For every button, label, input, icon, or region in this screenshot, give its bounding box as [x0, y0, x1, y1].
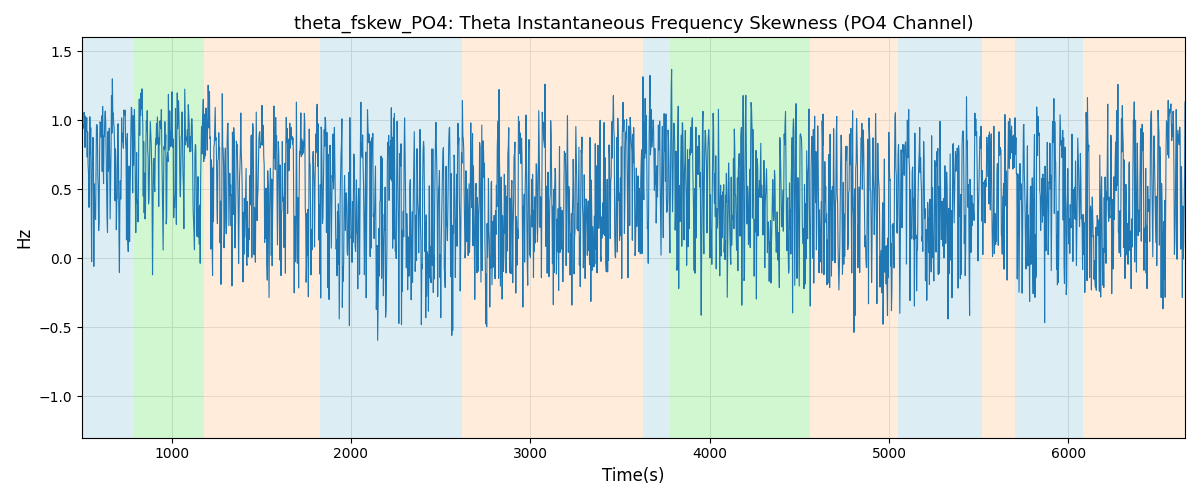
Bar: [898, 38, 983, 438]
Bar: [810, 38, 898, 438]
Bar: [722, 38, 810, 438]
Y-axis label: Hz: Hz: [14, 227, 32, 248]
Bar: [1082, 38, 1186, 438]
X-axis label: Time(s): Time(s): [602, 467, 665, 485]
Bar: [134, 38, 204, 438]
Bar: [462, 38, 643, 438]
Title: theta_fskew_PO4: Theta Instantaneous Frequency Skewness (PO4 Channel): theta_fskew_PO4: Theta Instantaneous Fre…: [294, 15, 973, 34]
Bar: [1015, 38, 1082, 438]
Bar: [671, 38, 722, 438]
Bar: [983, 38, 1015, 438]
Bar: [204, 38, 320, 438]
Bar: [643, 38, 671, 438]
Bar: [82, 38, 134, 438]
Bar: [320, 38, 462, 438]
